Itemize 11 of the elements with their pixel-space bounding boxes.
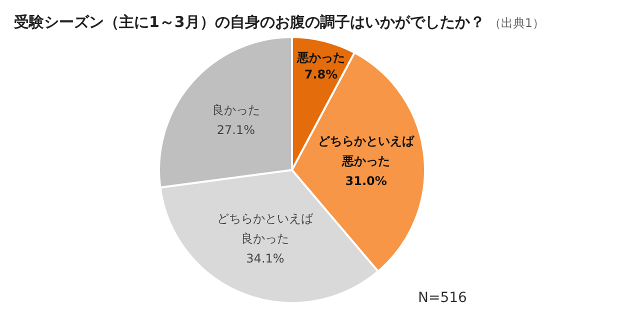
slice-label: 良かった: [212, 103, 260, 118]
data-label: 27.1%: [216, 123, 256, 138]
data-label: 31.0%: [345, 174, 387, 188]
data-label: 34.1%: [246, 252, 284, 266]
slice-label: 悪かった: [296, 50, 345, 64]
text: N=516: [418, 290, 467, 306]
data-label: 7.8%: [304, 67, 338, 82]
text: （出典1）: [488, 16, 545, 30]
chart-title: 受験シーズン（主に1～3月）の自身のお腹の調子はいかがでしたか？: [14, 13, 485, 31]
slice-label: どちらかといえば良かった: [217, 212, 314, 246]
slice-label: どちらかといえば悪かった: [318, 134, 416, 168]
